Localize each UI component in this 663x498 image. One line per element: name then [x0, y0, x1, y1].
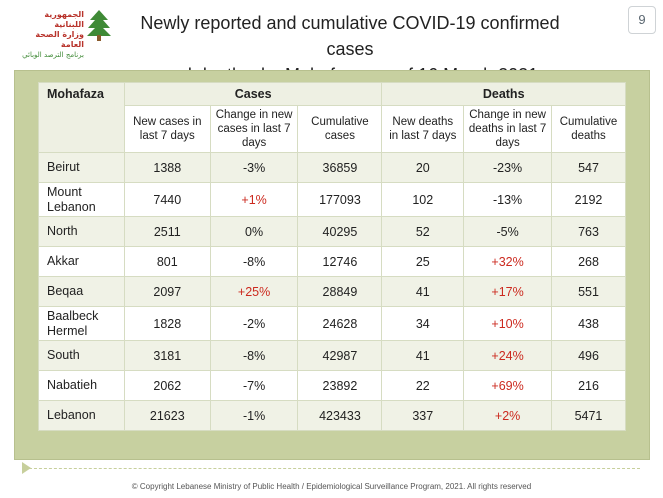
table-row: Mount Lebanon 7440 +1% 177093 102 -13% 2192 — [38, 182, 627, 217]
table-cell: +25% — [209, 276, 299, 307]
table-cell: 2062 — [123, 370, 211, 401]
mohafaza-cell: South — [38, 340, 125, 371]
mohafaza-cell: Baalbeck Hermel — [38, 306, 125, 341]
table-header-row: Mohafaza Cases Deaths — [38, 82, 626, 153]
column-header: New deaths in last 7 days — [381, 105, 465, 153]
table-cell: +32% — [463, 246, 552, 277]
table-cell: -13% — [463, 182, 552, 217]
column-header: New cases in last 7 days — [123, 105, 211, 153]
table-cell: 36859 — [297, 152, 383, 183]
mohafaza-header: Mohafaza — [38, 82, 125, 153]
table-row: Nabatieh 2062 -7% 23892 22 +69% 216 — [38, 370, 627, 401]
column-header: Cumulative cases — [297, 105, 383, 153]
table-cell: 801 — [123, 246, 211, 277]
table-cell: 5471 — [550, 400, 627, 431]
table-cell: 1388 — [123, 152, 211, 183]
table-cell: 21623 — [123, 400, 211, 431]
logo-line-1: الجمهورية اللبنانية — [44, 10, 84, 29]
deaths-header: Deaths — [381, 82, 626, 106]
table-cell: 22 — [381, 370, 465, 401]
table-cell: 23892 — [297, 370, 383, 401]
table-cell: 41 — [381, 340, 465, 371]
table-row: Baalbeck Hermel 1828 -2% 24628 34 +10% 438 — [38, 306, 627, 341]
table-cell: 438 — [550, 306, 627, 341]
table-cell: 7440 — [123, 182, 211, 217]
table-cell: 34 — [381, 306, 465, 341]
table-row: Beqaa 2097 +25% 28849 41 +17% 551 — [38, 276, 627, 307]
table-cell: +2% — [463, 400, 552, 431]
table-row: Beirut 1388 -3% 36859 20 -23% 547 — [38, 152, 627, 183]
table-row: Lebanon 21623 -1% 423433 337 +2% 5471 — [38, 400, 627, 431]
table-cell: 496 — [550, 340, 627, 371]
table-row: Akkar 801 -8% 12746 25 +32% 268 — [38, 246, 627, 277]
page-number: 9 — [628, 6, 656, 34]
table-row: North 2511 0% 40295 52 -5% 763 — [38, 216, 627, 247]
table-cell: 337 — [381, 400, 465, 431]
title-line-1: Newly reported and cumulative COVID-19 c… — [140, 13, 560, 59]
table-cell: -5% — [463, 216, 552, 247]
column-header: Change in new deaths in last 7 days — [463, 105, 552, 153]
table-row: South 3181 -8% 42987 41 +24% 496 — [38, 340, 627, 371]
table-cell: -8% — [209, 246, 299, 277]
table-cell: +24% — [463, 340, 552, 371]
table-cell: 40295 — [297, 216, 383, 247]
table-cell: 25 — [381, 246, 465, 277]
table-cell: +69% — [463, 370, 552, 401]
table-cell: 102 — [381, 182, 465, 217]
column-header: Cumulative deaths — [550, 105, 627, 153]
table-cell: 41 — [381, 276, 465, 307]
mohafaza-cell: Mount Lebanon — [38, 182, 125, 217]
table-cell: 20 — [381, 152, 465, 183]
table-cell: -1% — [209, 400, 299, 431]
logo-line-2: وزارة الصحة العامة — [35, 30, 84, 49]
table-cell: +17% — [463, 276, 552, 307]
table-cell: 42987 — [297, 340, 383, 371]
table-subheader-row: New cases in last 7 days Change in new c… — [39, 105, 627, 153]
table-cell: 268 — [550, 246, 627, 277]
table-cell: 551 — [550, 276, 627, 307]
table-cell: 28849 — [297, 276, 383, 307]
table-cell: -2% — [209, 306, 299, 341]
table-cell: 2511 — [123, 216, 211, 247]
table-cell: 12746 — [297, 246, 383, 277]
table-cell: -8% — [209, 340, 299, 371]
table-cell: -23% — [463, 152, 552, 183]
table-cell: 24628 — [297, 306, 383, 341]
table-cell: 3181 — [123, 340, 211, 371]
mohafaza-cell: Akkar — [38, 246, 125, 277]
table-cell: 0% — [209, 216, 299, 247]
table-cell: 177093 — [297, 182, 383, 217]
table-cell: +1% — [209, 182, 299, 217]
cases-header: Cases — [123, 82, 383, 106]
table-cell: +10% — [463, 306, 552, 341]
cedar-tree-icon — [87, 10, 111, 41]
table-cell: 423433 — [297, 400, 383, 431]
table-cell: 52 — [381, 216, 465, 247]
logo-line-3: برنامج الترصد الوبائي — [22, 51, 84, 59]
table-cell: 2097 — [123, 276, 211, 307]
mohafaza-cell: Beirut — [38, 152, 125, 183]
mohafaza-cell: Beqaa — [38, 276, 125, 307]
mohafaza-cell: Lebanon — [38, 400, 125, 431]
mohafaza-cell: Nabatieh — [38, 370, 125, 401]
ministry-logo: الجمهورية اللبنانية وزارة الصحة العامة ب… — [6, 4, 114, 59]
mohafaza-cell: North — [38, 216, 125, 247]
table-cell: 1828 — [123, 306, 211, 341]
table-cell: 2192 — [550, 182, 627, 217]
copyright-footer: © Copyright Lebanese Ministry of Public … — [131, 482, 532, 491]
table-cell: -3% — [209, 152, 299, 183]
table-cell: 216 — [550, 370, 627, 401]
column-header: Change in new cases in last 7 days — [209, 105, 299, 153]
table-cell: -7% — [209, 370, 299, 401]
covid-table: Mohafaza Cases Deaths New cases in last … — [38, 82, 627, 431]
footer-divider — [24, 468, 640, 469]
logo-text: الجمهورية اللبنانية وزارة الصحة العامة ب… — [12, 10, 84, 60]
table-cell: 763 — [550, 216, 627, 247]
table-cell: 547 — [550, 152, 627, 183]
